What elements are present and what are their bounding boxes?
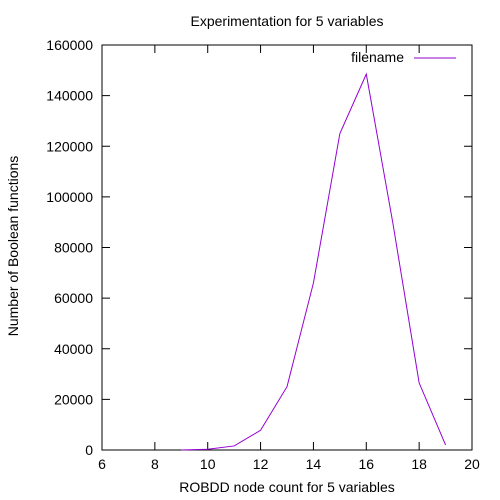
legend-label-filename: filename <box>351 49 404 65</box>
x-tick-label: 20 <box>464 456 480 472</box>
y-axis-label: Number of Boolean functions <box>5 156 21 337</box>
y-tick-label: 60000 <box>54 290 93 306</box>
tick-labels: 6 8 10 12 14 16 18 20 0 20000 40000 60000 80000 10000… <box>46 37 480 472</box>
y-tick-label: 100000 <box>46 189 93 205</box>
y-tick-label: 20000 <box>54 391 93 407</box>
x-tick-label: 18 <box>411 456 427 472</box>
legend: filename <box>351 49 456 65</box>
y-tick-label: 120000 <box>46 138 93 154</box>
y-tick-label: 80000 <box>54 240 93 256</box>
x-tick-label: 6 <box>98 456 106 472</box>
x-tick-label: 10 <box>200 456 216 472</box>
x-tick-label: 16 <box>358 456 374 472</box>
x-axis-label: ROBDD node count for 5 variables <box>179 479 395 495</box>
plot-frame <box>101 44 473 451</box>
series-line-filename <box>181 72 447 451</box>
x-tick-label: 12 <box>253 456 269 472</box>
y-tick-label: 40000 <box>54 341 93 357</box>
x-tick-label: 14 <box>306 456 322 472</box>
series-layer <box>181 72 447 451</box>
y-tick-label: 140000 <box>46 88 93 104</box>
chart-title: Experimentation for 5 variables <box>191 13 384 29</box>
x-tick-label: 8 <box>151 456 159 472</box>
y-tick-label: 0 <box>85 442 93 458</box>
y-tick-label: 160000 <box>46 37 93 53</box>
